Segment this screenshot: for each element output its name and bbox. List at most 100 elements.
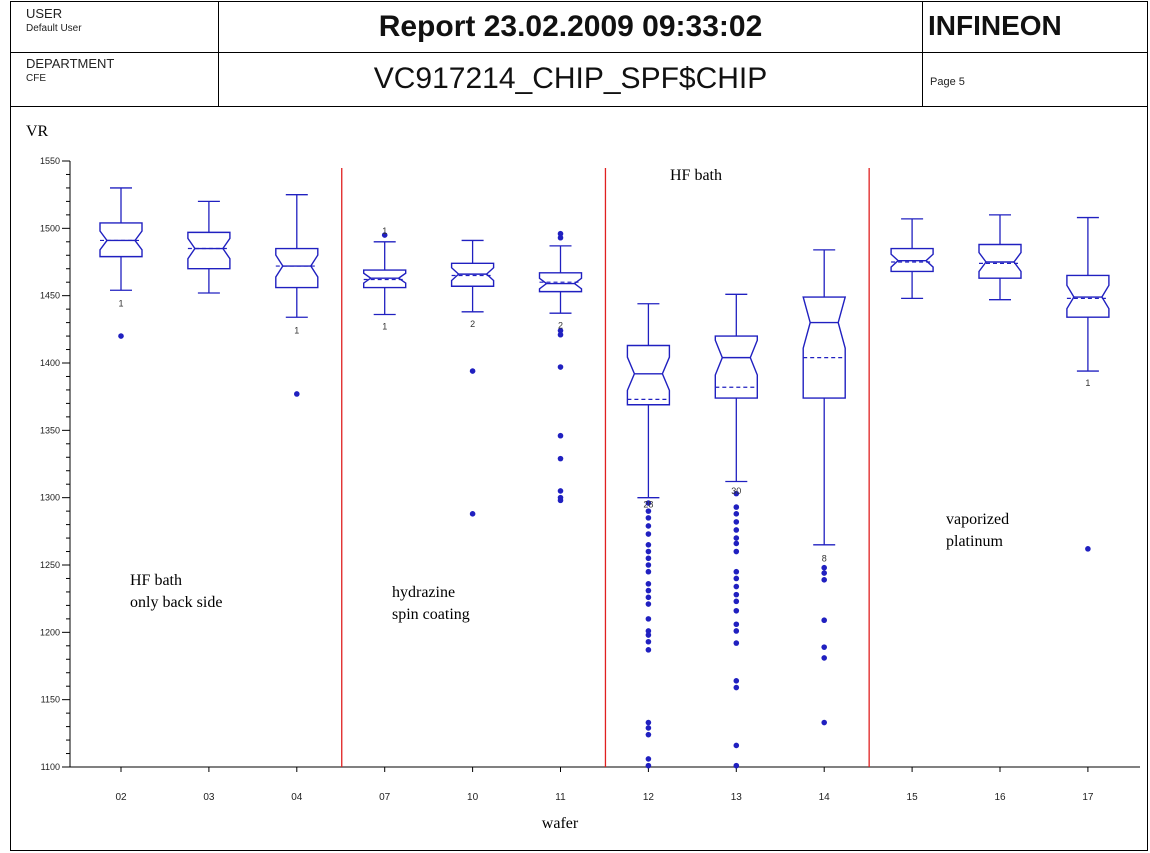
outlier-point <box>645 587 652 594</box>
annotation-line: platinum <box>946 533 1003 550</box>
annotation-text: vaporized platinum <box>946 511 1009 550</box>
header-right-divider <box>922 1 923 107</box>
outlier-point <box>821 617 827 624</box>
outlier-point <box>733 621 740 628</box>
outlier-point <box>645 542 652 548</box>
box-body <box>450 262 495 287</box>
outlier-point <box>645 762 652 769</box>
outlier-point <box>557 455 564 462</box>
x-tick-label: 03 <box>203 792 215 803</box>
box-12: 28 <box>626 303 671 769</box>
outlier-point <box>733 504 740 510</box>
x-tick-label: 14 <box>819 792 831 803</box>
outlier-point <box>821 655 827 661</box>
outlier-point <box>733 535 740 541</box>
outlier-point <box>645 731 652 738</box>
box-body <box>99 222 143 258</box>
box-04: 1 <box>275 194 319 397</box>
outlier-point <box>645 568 652 575</box>
outlier-point <box>645 601 652 607</box>
outlier-point <box>381 232 388 238</box>
y-tick-label: 1450 <box>40 291 60 301</box>
outlier-count-label: 1 <box>294 326 299 336</box>
outlier-point <box>645 638 652 645</box>
user-label: USER <box>26 6 63 21</box>
department-label: DEPARTMENT <box>26 56 115 71</box>
outlier-point <box>733 575 740 582</box>
outlier-point <box>557 432 564 439</box>
annotation-line: vaporized <box>946 511 1009 528</box>
box-body <box>802 296 847 399</box>
outlier-point <box>645 616 652 622</box>
outlier-point <box>645 562 652 568</box>
x-tick-label: 15 <box>907 792 919 803</box>
outlier-point <box>469 368 476 374</box>
outlier-point <box>733 762 740 769</box>
x-tick-label: 10 <box>467 792 479 803</box>
outlier-point <box>645 725 652 731</box>
axes-group: 1100 1150 1200 1250 1300 1350 1400 1450 1500 1550… <box>40 156 1140 803</box>
department-value: CFE <box>26 73 46 84</box>
outlier-point <box>469 511 476 517</box>
box-body <box>275 247 319 289</box>
outlier-point <box>733 583 740 590</box>
y-axis-label: VR <box>26 123 49 140</box>
box-body <box>187 231 231 270</box>
outlier-point <box>733 742 740 749</box>
annotation-line: hydrazine <box>392 584 455 601</box>
box-body <box>978 243 1022 279</box>
x-tick-label: 04 <box>291 792 303 803</box>
x-tick-label: 02 <box>115 792 127 803</box>
annotation-line: only back side <box>130 594 222 611</box>
report-subtitle: VC917214_CHIP_SPF$CHIP <box>373 62 768 95</box>
box-17: 1 <box>1066 216 1110 552</box>
outlier-point <box>821 570 827 576</box>
outlier-point <box>645 555 652 562</box>
outlier-point <box>557 327 564 334</box>
outlier-point <box>645 719 652 726</box>
box-11: 2 <box>538 230 583 504</box>
y-tick-label: 1550 <box>40 156 60 166</box>
y-tick-label: 1100 <box>41 762 60 772</box>
outlier-point <box>733 519 740 525</box>
group-dividers <box>341 168 870 767</box>
outlier-point <box>733 540 740 547</box>
outlier-point <box>645 632 652 638</box>
x-tick-label: 12 <box>643 792 655 803</box>
outlier-point <box>118 333 124 339</box>
outlier-point <box>733 527 740 533</box>
outlier-count-label: 2 <box>470 319 475 329</box>
outlier-count-label: 28 <box>643 499 653 509</box>
outlier-point <box>1085 546 1091 552</box>
box-16 <box>978 214 1022 301</box>
header-mid-line <box>10 52 1148 53</box>
outlier-point <box>821 644 827 650</box>
box-10: 2 <box>450 239 495 517</box>
y-tick-label: 1350 <box>40 425 60 435</box>
y-tick-label: 1150 <box>41 695 60 705</box>
outlier-point <box>821 719 827 726</box>
box-15 <box>890 218 934 300</box>
outlier-point <box>557 488 564 494</box>
annotation-text: hydrazine spin coating <box>392 584 470 623</box>
outlier-point <box>821 577 827 583</box>
outlier-point <box>557 364 564 370</box>
outlier-count-label: 1 <box>382 226 387 236</box>
x-tick-label: 07 <box>379 792 391 803</box>
outlier-point <box>645 581 652 587</box>
outlier-point <box>733 684 740 691</box>
outlier-point <box>557 497 564 504</box>
annotation-line: HF bath <box>130 572 182 589</box>
outlier-point <box>821 564 827 571</box>
x-axis-label: wafer <box>542 815 579 832</box>
report-frame <box>10 1 1148 851</box>
box-body <box>538 272 583 293</box>
page-number: Page 5 <box>930 76 965 88</box>
box-14: 8 <box>802 249 847 726</box>
outlier-point <box>733 568 740 575</box>
outlier-point <box>645 647 652 653</box>
outlier-point <box>645 500 652 506</box>
outlier-point <box>645 523 652 529</box>
outlier-point <box>733 548 740 555</box>
